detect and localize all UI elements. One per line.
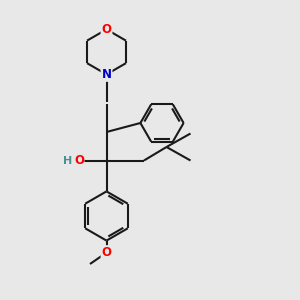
Text: O: O — [101, 246, 112, 259]
Text: O: O — [74, 154, 84, 167]
Text: N: N — [101, 68, 112, 81]
Text: H: H — [63, 155, 72, 166]
Text: O: O — [101, 23, 112, 36]
